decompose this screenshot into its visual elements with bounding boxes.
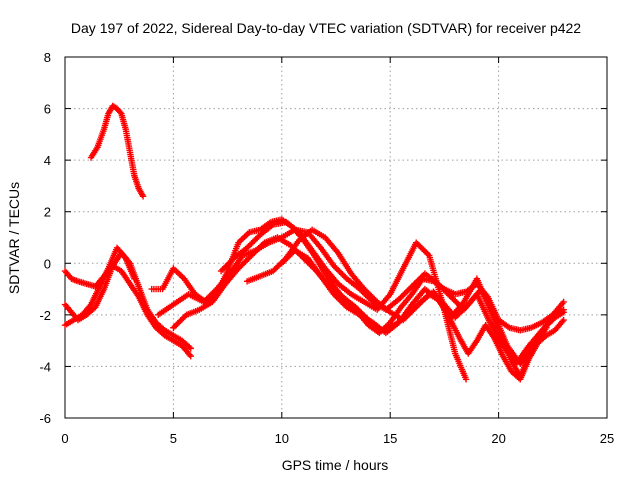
y-tick-label: 0 [44,256,51,271]
series-arc-7 [170,234,567,383]
y-axis-label: SDTVAR / TECUs [6,182,22,294]
y-tick-label: -6 [39,411,51,426]
x-tick-label: 15 [383,431,397,446]
data-point [560,298,567,306]
data-point [139,193,147,200]
data-point [462,376,470,383]
axis-ticks [64,56,608,419]
data-point [560,309,567,316]
series-arc-2 [61,262,194,360]
data-point [560,316,567,324]
x-tick-label: 5 [170,431,177,446]
chart-title: Day 197 of 2022, Sidereal Day-to-day VTE… [71,20,581,36]
x-tick-label: 0 [61,431,68,446]
series-arc-10 [278,247,567,380]
y-tick-label: 6 [44,102,51,117]
data-series [61,102,567,383]
series-arc-8 [217,218,470,383]
data-point [131,275,138,282]
x-tick-label: 10 [275,431,289,446]
y-tick-label: 4 [44,153,51,168]
series-arc-1 [87,102,147,200]
y-tick-labels: -6 -4 -2 0 2 4 6 8 [39,50,51,426]
x-tick-labels: 0 5 10 15 20 25 [61,431,614,446]
data-point [187,345,194,352]
y-tick-label: -2 [39,308,51,323]
series-arc-4 [61,244,138,329]
plot-frame [64,56,608,419]
data-point [187,352,194,360]
data-point [117,109,124,116]
y-tick-label: -4 [39,359,51,374]
series-arc-5 [148,216,567,337]
x-tick-label: 25 [600,431,614,446]
x-tick-label: 20 [491,431,505,446]
x-axis-label: GPS time / hours [282,457,389,473]
y-tick-label: 8 [44,50,51,65]
y-tick-label: 2 [44,205,51,220]
